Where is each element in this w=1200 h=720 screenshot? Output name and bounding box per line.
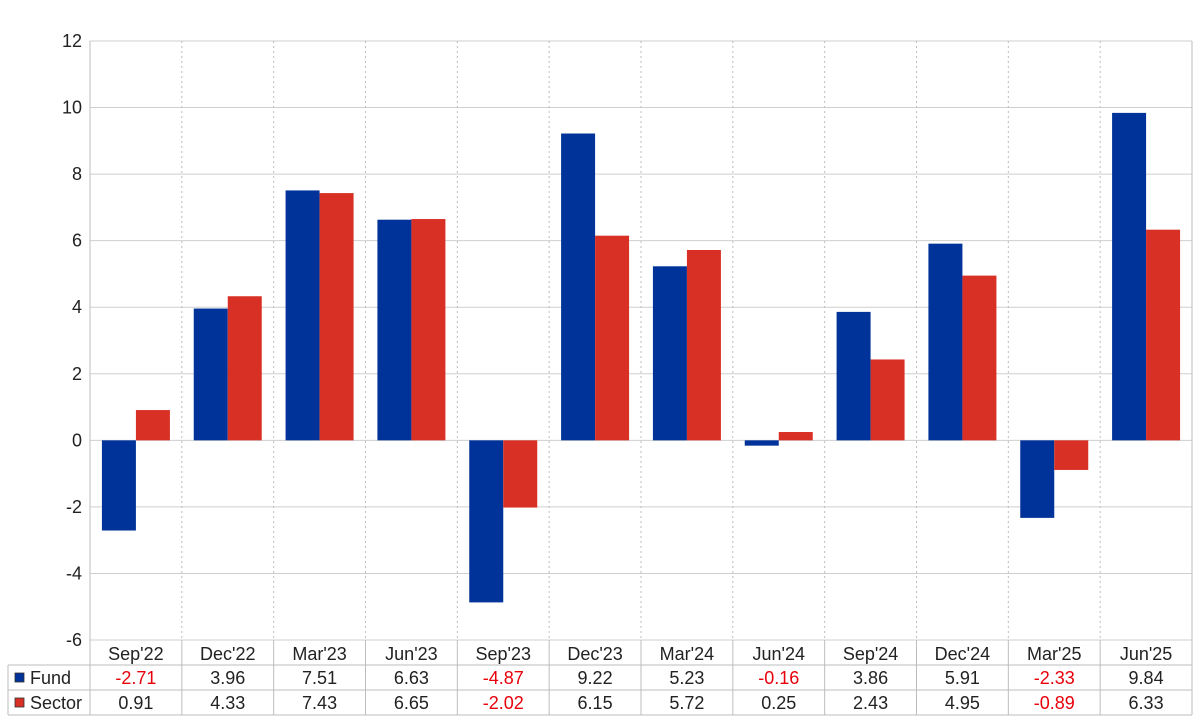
y-tick-label: 4 bbox=[72, 297, 82, 317]
bar-fund-jun25 bbox=[1112, 112, 1147, 441]
y-tick-label: 2 bbox=[72, 364, 82, 384]
data-label-sector: 6.65 bbox=[394, 693, 429, 713]
data-label-sector: 6.33 bbox=[1129, 693, 1164, 713]
bar-sector-sep23 bbox=[503, 440, 538, 508]
y-axis-tick-labels: -6 -4 -2 0 2 4 6 8 10 12 bbox=[62, 31, 82, 650]
data-label-fund: -2.33 bbox=[1034, 668, 1075, 688]
data-label-sector: 7.43 bbox=[302, 693, 337, 713]
data-label-fund: 7.51 bbox=[302, 668, 337, 688]
y-tick-label: -2 bbox=[66, 497, 82, 517]
x-category-label: Sep'22 bbox=[108, 644, 164, 664]
y-tick-label: 12 bbox=[62, 31, 82, 51]
bar-sector-sep22 bbox=[135, 410, 170, 441]
bar-fund-jun24 bbox=[744, 440, 779, 446]
x-category-label: Mar'23 bbox=[292, 644, 346, 664]
data-label-sector: 6.15 bbox=[578, 693, 613, 713]
x-category-label: Sep'23 bbox=[476, 644, 532, 664]
y-tick-label: 10 bbox=[62, 98, 82, 118]
x-category-label: Dec'24 bbox=[935, 644, 990, 664]
y-tick-label: 8 bbox=[72, 164, 82, 184]
bar-fund-sep24 bbox=[836, 311, 871, 441]
x-category-label: Jun'23 bbox=[385, 644, 437, 664]
data-label-sector: 4.95 bbox=[945, 693, 980, 713]
bar-fund-dec24 bbox=[928, 243, 963, 441]
bar-fund-sep22 bbox=[101, 440, 136, 531]
legend-label-sector: Sector bbox=[30, 693, 82, 713]
x-category-label: Jun'25 bbox=[1120, 644, 1172, 664]
data-label-sector: -0.89 bbox=[1034, 693, 1075, 713]
legend-label-fund: Fund bbox=[30, 668, 71, 688]
x-category-label: Mar'25 bbox=[1027, 644, 1081, 664]
bar-sector-jun24 bbox=[778, 432, 813, 441]
y-tick-label: 0 bbox=[72, 430, 82, 450]
x-category-label: Dec'22 bbox=[200, 644, 255, 664]
data-label-fund: -0.16 bbox=[758, 668, 799, 688]
y-tick-label: 6 bbox=[72, 231, 82, 251]
x-category-label: Jun'24 bbox=[753, 644, 805, 664]
bar-fund-mar24 bbox=[652, 266, 687, 441]
bar-fund-sep23 bbox=[469, 440, 504, 603]
data-label-fund: 9.22 bbox=[578, 668, 613, 688]
data-label-fund: 3.96 bbox=[210, 668, 245, 688]
bar-fund-mar23 bbox=[285, 190, 320, 441]
bar-sector-jun23 bbox=[411, 219, 446, 441]
data-label-fund: 3.86 bbox=[853, 668, 888, 688]
data-label-fund: -2.71 bbox=[115, 668, 156, 688]
data-label-fund: 6.63 bbox=[394, 668, 429, 688]
x-category-label: Mar'24 bbox=[660, 644, 714, 664]
grid-lines bbox=[89, 40, 1193, 641]
y-tick-label: -4 bbox=[66, 563, 82, 583]
bar-sector-mar24 bbox=[686, 249, 721, 441]
data-label-sector: 0.25 bbox=[761, 693, 796, 713]
data-label-sector: 4.33 bbox=[210, 693, 245, 713]
bar-fund-dec23 bbox=[561, 133, 596, 441]
data-table: Sep'22 Dec'22 Mar'23 Jun'23 Sep'23 Dec'23 Mar'… bbox=[7, 640, 1193, 716]
bar-sector-jun25 bbox=[1146, 229, 1181, 441]
legend-swatch-sector bbox=[14, 697, 25, 708]
y-tick-label: -6 bbox=[66, 630, 82, 650]
data-label-fund: 9.84 bbox=[1129, 668, 1164, 688]
bar-sector-dec23 bbox=[595, 235, 630, 441]
bar-sector-mar25 bbox=[1054, 440, 1089, 470]
data-label-sector: 2.43 bbox=[853, 693, 888, 713]
data-label-fund: 5.23 bbox=[669, 668, 704, 688]
bar-fund-dec22 bbox=[193, 308, 228, 441]
data-label-sector: 5.72 bbox=[669, 693, 704, 713]
data-label-fund: -4.87 bbox=[483, 668, 524, 688]
bar-fund-mar25 bbox=[1020, 440, 1055, 518]
data-label-fund: 5.91 bbox=[945, 668, 980, 688]
bar-fund-jun23 bbox=[377, 219, 412, 441]
bar-sector-mar23 bbox=[319, 193, 354, 441]
x-category-label: Sep'24 bbox=[843, 644, 899, 664]
data-label-sector: 0.91 bbox=[118, 693, 153, 713]
bars bbox=[101, 112, 1181, 603]
bar-sector-dec22 bbox=[227, 296, 262, 441]
legend-swatch-fund bbox=[14, 672, 25, 683]
bar-sector-sep24 bbox=[870, 359, 905, 441]
bar-sector-dec24 bbox=[962, 275, 997, 441]
data-label-sector: -2.02 bbox=[483, 693, 524, 713]
x-category-label: Dec'23 bbox=[567, 644, 622, 664]
